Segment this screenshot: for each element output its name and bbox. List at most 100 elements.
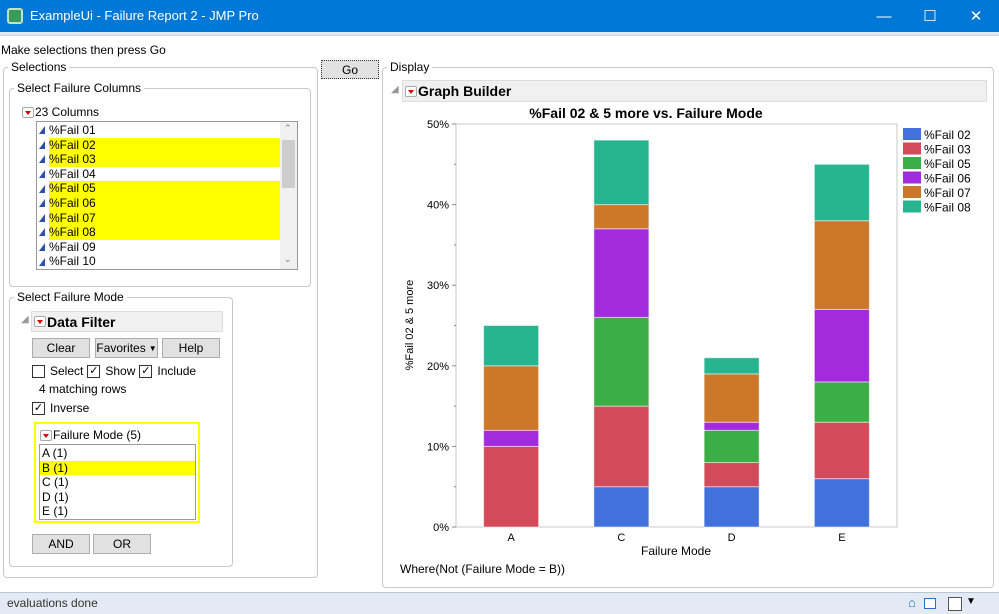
continuous-column-icon xyxy=(39,126,45,135)
column-label: %Fail 08 xyxy=(49,225,281,240)
columns-count: 23 Columns xyxy=(35,105,100,119)
minimize-button[interactable]: — xyxy=(876,7,892,25)
bar-segment xyxy=(593,204,650,230)
column-label: %Fail 02 xyxy=(49,137,281,153)
include-label: Include xyxy=(157,364,197,378)
column-label: %Fail 10 xyxy=(49,254,96,269)
inverse-option: ✓ Inverse xyxy=(32,401,89,415)
column-list-item[interactable]: %Fail 02 xyxy=(37,137,281,153)
scroll-down-icon[interactable]: ⌄ xyxy=(284,254,292,264)
home-icon[interactable]: ⌂ xyxy=(908,595,916,610)
failure-mode-list-title: Failure Mode (5) xyxy=(53,428,142,442)
failure-mode-item[interactable]: C (1) xyxy=(42,475,69,490)
filter-options: Select ✓ Show ✓ Include xyxy=(32,364,196,378)
disclosure-icon[interactable]: ◢ xyxy=(391,84,399,95)
continuous-column-icon xyxy=(39,213,45,222)
column-list-item[interactable]: %Fail 08 xyxy=(37,225,281,240)
select-checkbox[interactable] xyxy=(32,364,45,378)
continuous-column-icon xyxy=(39,257,45,266)
bar-segment xyxy=(593,316,650,407)
y-axis-label: %Fail 02 & 5 more xyxy=(404,280,416,370)
bar-segment xyxy=(593,139,650,206)
where-clause: Where(Not (Failure Mode = B)) xyxy=(400,562,566,576)
matching-rows: 4 matching rows xyxy=(39,382,127,396)
failure-mode-listbox[interactable]: A (1) B (1) C (1) D (1) E (1) xyxy=(39,444,196,520)
bar-segment xyxy=(703,429,760,464)
or-button[interactable]: OR xyxy=(93,534,151,554)
failure-mode-filter: Failure Mode (5) A (1) B (1) C (1) D (1) E (… xyxy=(34,422,200,523)
column-list-item[interactable]: %Fail 03 xyxy=(37,152,281,167)
x-tick-label: E xyxy=(838,532,845,544)
bar-segment xyxy=(813,308,870,383)
help-button[interactable]: Help xyxy=(162,338,220,358)
failure-mode-item[interactable]: D (1) xyxy=(42,489,69,504)
column-label: %Fail 06 xyxy=(49,195,281,211)
column-list-item[interactable]: %Fail 06 xyxy=(37,195,281,211)
column-label: %Fail 04 xyxy=(49,166,96,181)
legend-label: %Fail 02 xyxy=(924,128,971,142)
failure-mode-item[interactable]: A (1) xyxy=(42,446,68,460)
continuous-column-icon xyxy=(39,199,45,208)
bar-segment xyxy=(593,405,650,488)
select-label: Select xyxy=(50,364,84,378)
failure-mode-item[interactable]: E (1) xyxy=(42,504,69,519)
selections-title: Selections xyxy=(11,60,67,74)
disclosure-icon[interactable]: ◢ xyxy=(21,314,29,325)
legend-swatch xyxy=(903,157,921,169)
show-checkbox[interactable]: ✓ xyxy=(87,364,101,378)
column-list-item[interactable]: %Fail 04 xyxy=(37,167,281,182)
maximize-button[interactable]: ☐ xyxy=(923,8,937,25)
scrollbar-thumb[interactable] xyxy=(282,140,295,188)
dropdown-arrow-icon: ▼ xyxy=(148,343,157,353)
bar-segment xyxy=(703,486,760,528)
window-title: ExampleUi - Failure Report 2 - JMP Pro xyxy=(30,8,259,23)
bar-segment xyxy=(593,486,650,528)
bar-segment xyxy=(813,220,870,310)
go-button[interactable]: Go xyxy=(321,60,379,79)
continuous-column-icon xyxy=(39,184,45,193)
red-triangle-menu-icon[interactable] xyxy=(34,316,46,327)
legend-swatch xyxy=(903,200,921,213)
scrollbar[interactable]: ⌃ ⌄ xyxy=(280,122,297,269)
color-swatch[interactable] xyxy=(948,597,962,611)
failure-mode-list-header[interactable]: Failure Mode (5) xyxy=(40,428,141,442)
include-checkbox[interactable]: ✓ xyxy=(139,364,153,378)
x-tick-label: C xyxy=(617,532,625,544)
red-triangle-menu-icon[interactable] xyxy=(22,107,34,119)
bar-segment xyxy=(483,325,540,367)
inverse-checkbox[interactable]: ✓ xyxy=(32,401,45,415)
data-table-icon[interactable] xyxy=(924,598,936,609)
graph-builder-title: Graph Builder xyxy=(418,83,512,99)
legend-label: %Fail 03 xyxy=(924,143,971,157)
display-title: Display xyxy=(390,60,430,74)
column-list-item[interactable]: %Fail 01 xyxy=(37,123,281,138)
column-list-item[interactable]: %Fail 07 xyxy=(37,210,281,226)
column-list-item[interactable]: %Fail 09 xyxy=(37,240,281,255)
column-list-item[interactable]: %Fail 10 xyxy=(37,254,281,269)
column-list-item[interactable]: %Fail 05 xyxy=(37,181,281,196)
columns-listbox[interactable]: %Fail 01 %Fail 02 %Fail 03 %Fail 04 %Fail 05… xyxy=(36,121,298,270)
bar-segment xyxy=(813,163,870,222)
scroll-up-icon[interactable]: ⌃ xyxy=(284,123,292,133)
columns-header[interactable]: 23 Columns xyxy=(22,105,99,119)
red-triangle-menu-icon[interactable] xyxy=(40,430,52,442)
bar-segment xyxy=(813,478,870,528)
close-button[interactable]: ✕ xyxy=(969,8,983,25)
and-button[interactable]: AND xyxy=(32,534,90,554)
y-tick-label: 10% xyxy=(427,441,449,453)
instructions: Make selections then press Go xyxy=(1,43,166,57)
bar-segment xyxy=(703,462,760,488)
dropdown-arrow-icon[interactable]: ▼ xyxy=(966,596,976,607)
failure-mode-title: Select Failure Mode xyxy=(17,290,124,304)
chart-title: %Fail 02 & 5 more vs. Failure Mode xyxy=(529,105,763,121)
favorites-button[interactable]: Favorites ▼ xyxy=(95,338,158,358)
failure-mode-item[interactable]: B (1) xyxy=(40,460,195,476)
red-triangle-menu-icon[interactable] xyxy=(405,85,417,97)
continuous-column-icon xyxy=(39,243,45,252)
legend-label: %Fail 07 xyxy=(924,186,971,200)
clear-button[interactable]: Clear xyxy=(32,338,90,358)
display-group: Display xyxy=(382,60,994,588)
y-tick-label: 40% xyxy=(427,200,449,212)
bar-segment xyxy=(483,429,540,447)
